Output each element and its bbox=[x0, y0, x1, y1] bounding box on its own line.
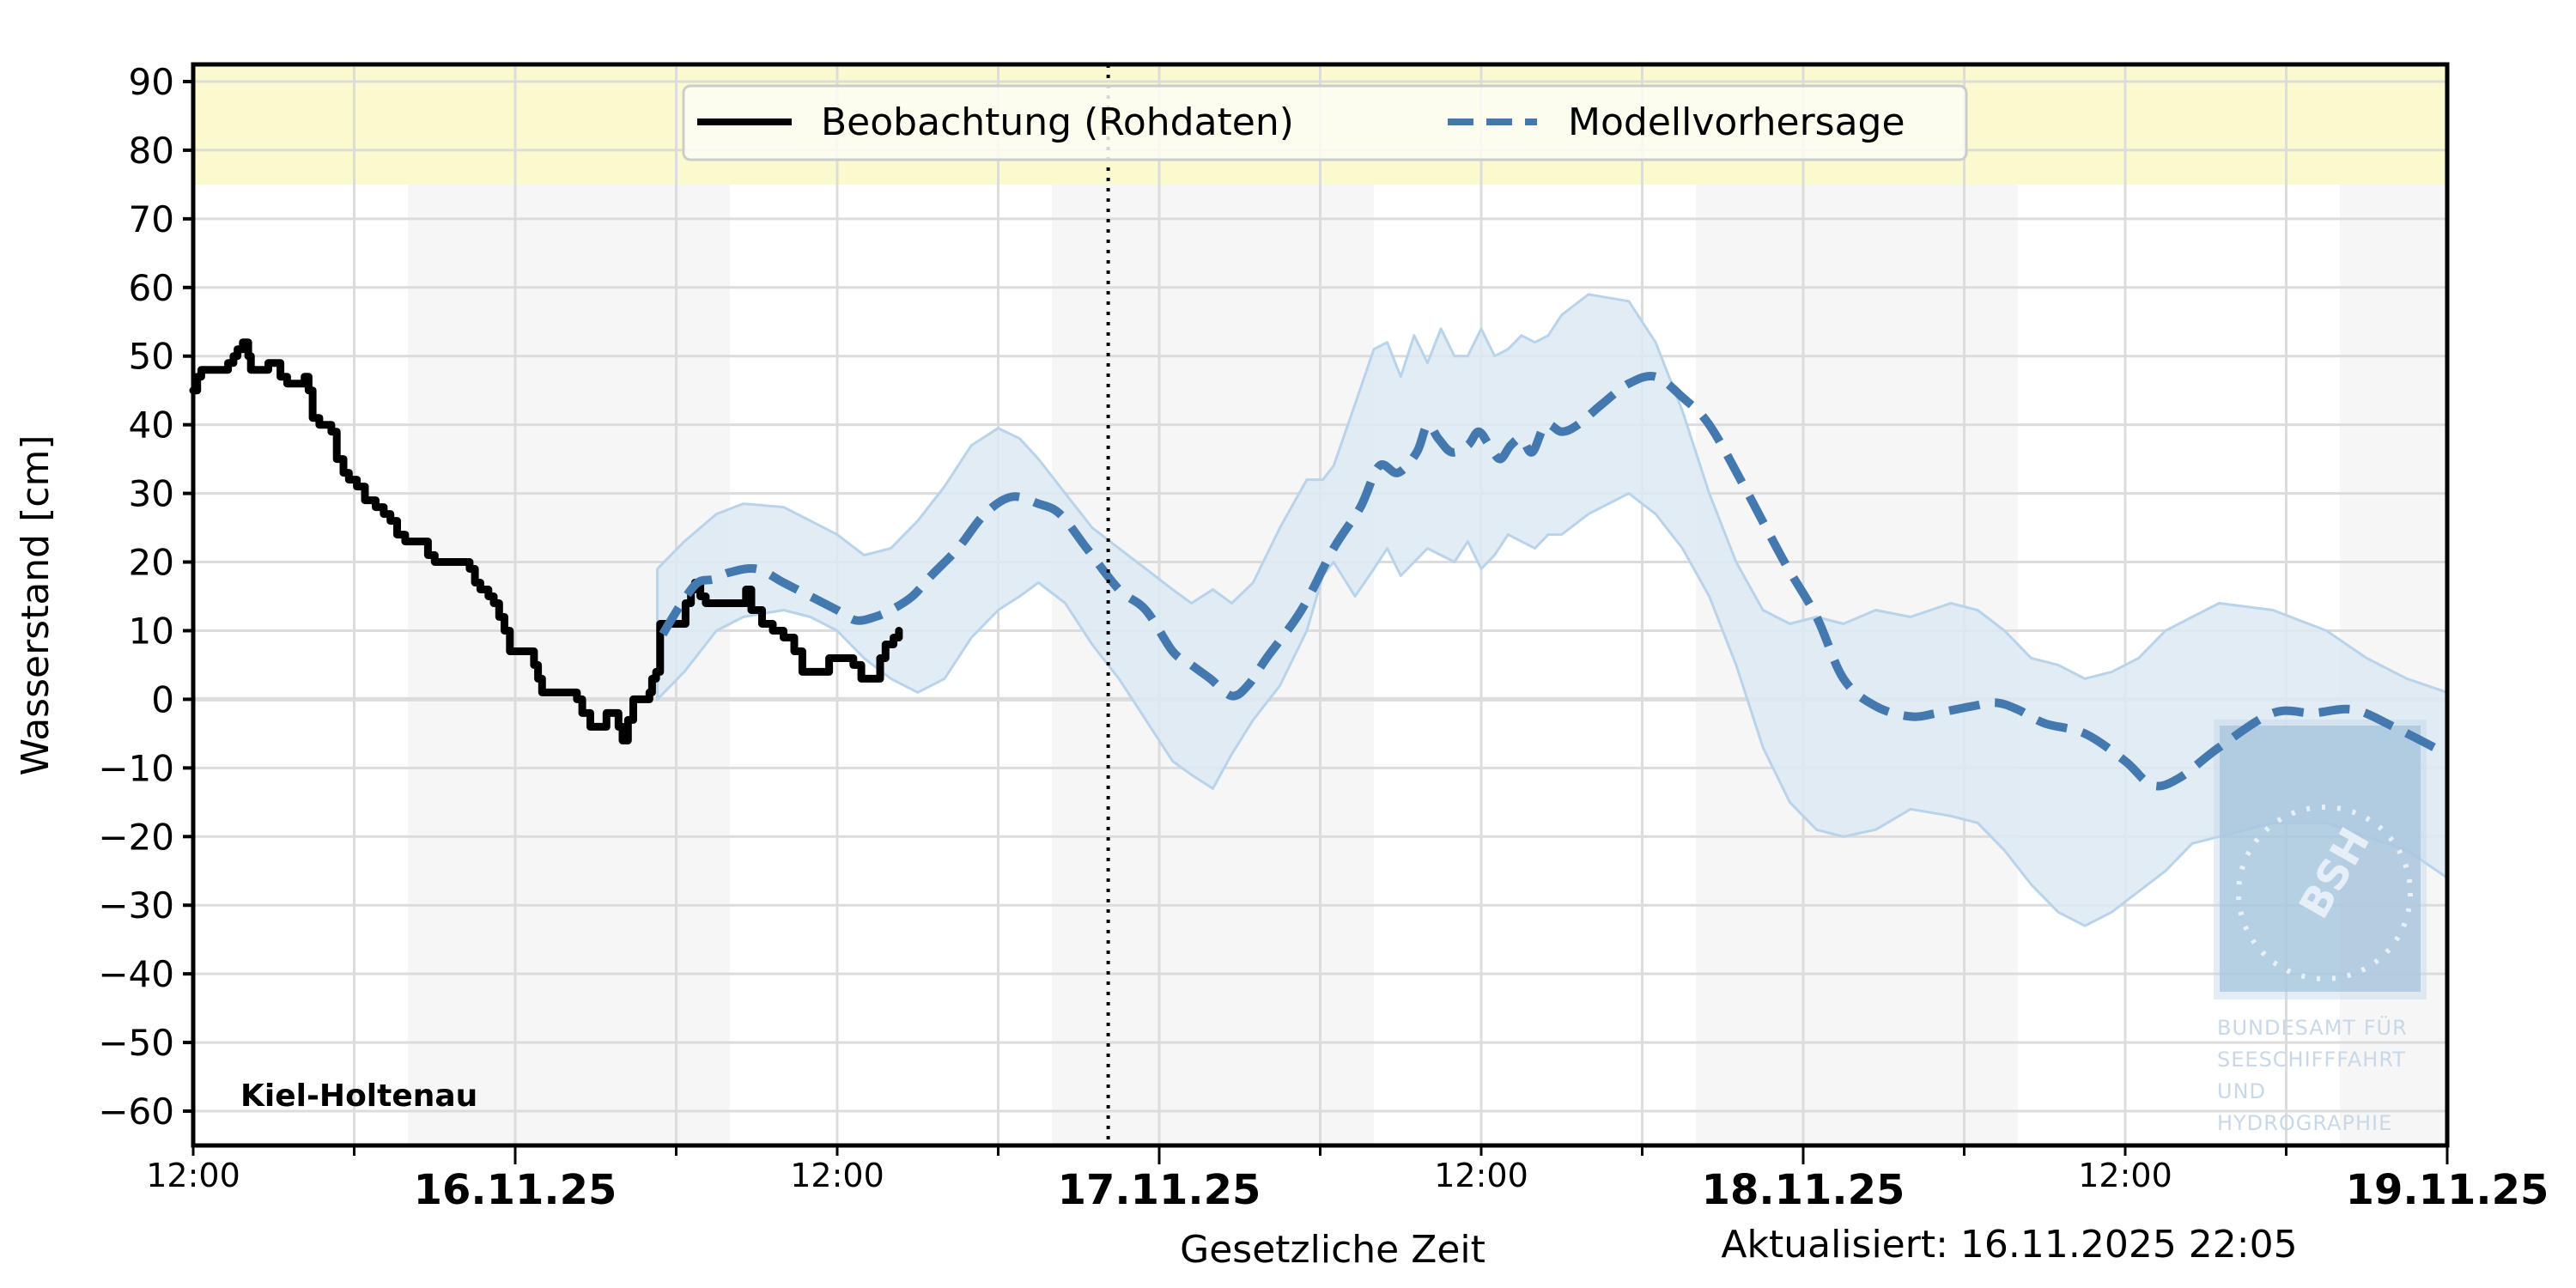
x-time-label: 12:00 bbox=[790, 1157, 884, 1194]
y-tick-label: −60 bbox=[98, 1091, 174, 1133]
observation-line bbox=[189, 338, 903, 744]
logo-text-line: SEESCHIFFFAHRT bbox=[2217, 1048, 2406, 1072]
x-time-label: 12:00 bbox=[1434, 1157, 1528, 1194]
y-tick-label: 90 bbox=[129, 61, 174, 103]
y-tick-label: 60 bbox=[129, 267, 174, 309]
x-time-label: 12:00 bbox=[146, 1157, 240, 1194]
logo-text-line: BUNDESAMT FÜR bbox=[2217, 1015, 2408, 1040]
logo-text-line: UND bbox=[2217, 1079, 2266, 1103]
y-tick-label: −30 bbox=[98, 884, 174, 927]
x-axis-ticks: 12:00 16.11.25 12:00 17.11.25 12:00 18.11.25 1… bbox=[146, 1145, 2549, 1214]
forecast-line bbox=[659, 372, 2450, 791]
station-name: Kiel-Holtenau bbox=[240, 1078, 477, 1114]
y-tick-label: −50 bbox=[98, 1022, 174, 1064]
x-date-label: 18.11.25 bbox=[1702, 1166, 1905, 1214]
updated-timestamp: Aktualisiert: 16.11.2025 22:05 bbox=[1721, 1223, 2297, 1267]
y-tick-label: 10 bbox=[129, 610, 174, 652]
y-axis-ticks: 90 80 70 60 50 40 30 20 10 0 −10 −20 −30 −40 −50 −60 bbox=[98, 61, 193, 1133]
x-date-label: 19.11.25 bbox=[2346, 1166, 2549, 1214]
x-date-label: 16.11.25 bbox=[414, 1166, 617, 1214]
legend: Beobachtung (Rohdaten) Modellvorhersage bbox=[682, 84, 1968, 161]
y-tick-label: 0 bbox=[151, 678, 174, 720]
y-tick-label: 40 bbox=[129, 404, 174, 447]
x-time-label: 12:00 bbox=[2078, 1157, 2172, 1194]
legend-forecast-label: Modellvorhersage bbox=[1568, 100, 1905, 144]
y-tick-label: 20 bbox=[129, 542, 174, 584]
y-tick-label: 70 bbox=[129, 198, 174, 240]
forecast-path bbox=[659, 372, 2450, 791]
y-tick-label: −20 bbox=[98, 816, 174, 858]
legend-observation-label: Beobachtung (Rohdaten) bbox=[821, 100, 1294, 144]
logo-text-line: HYDROGRAPHIE bbox=[2217, 1111, 2392, 1135]
legend-box bbox=[682, 84, 1968, 161]
observation-path bbox=[189, 338, 903, 744]
logo-box bbox=[2220, 726, 2421, 992]
y-tick-label: 80 bbox=[129, 130, 174, 172]
x-date-label: 17.11.25 bbox=[1058, 1166, 1261, 1214]
y-axis-label: Wasserstand [cm] bbox=[14, 435, 58, 776]
y-tick-label: −10 bbox=[98, 747, 174, 789]
y-tick-label: −40 bbox=[98, 953, 174, 995]
x-axis-label: Gesetzliche Zeit bbox=[1180, 1228, 1485, 1272]
y-tick-label: 50 bbox=[129, 336, 174, 378]
y-tick-label: 30 bbox=[129, 473, 174, 515]
logo-dotted-circle-icon bbox=[2236, 805, 2413, 981]
